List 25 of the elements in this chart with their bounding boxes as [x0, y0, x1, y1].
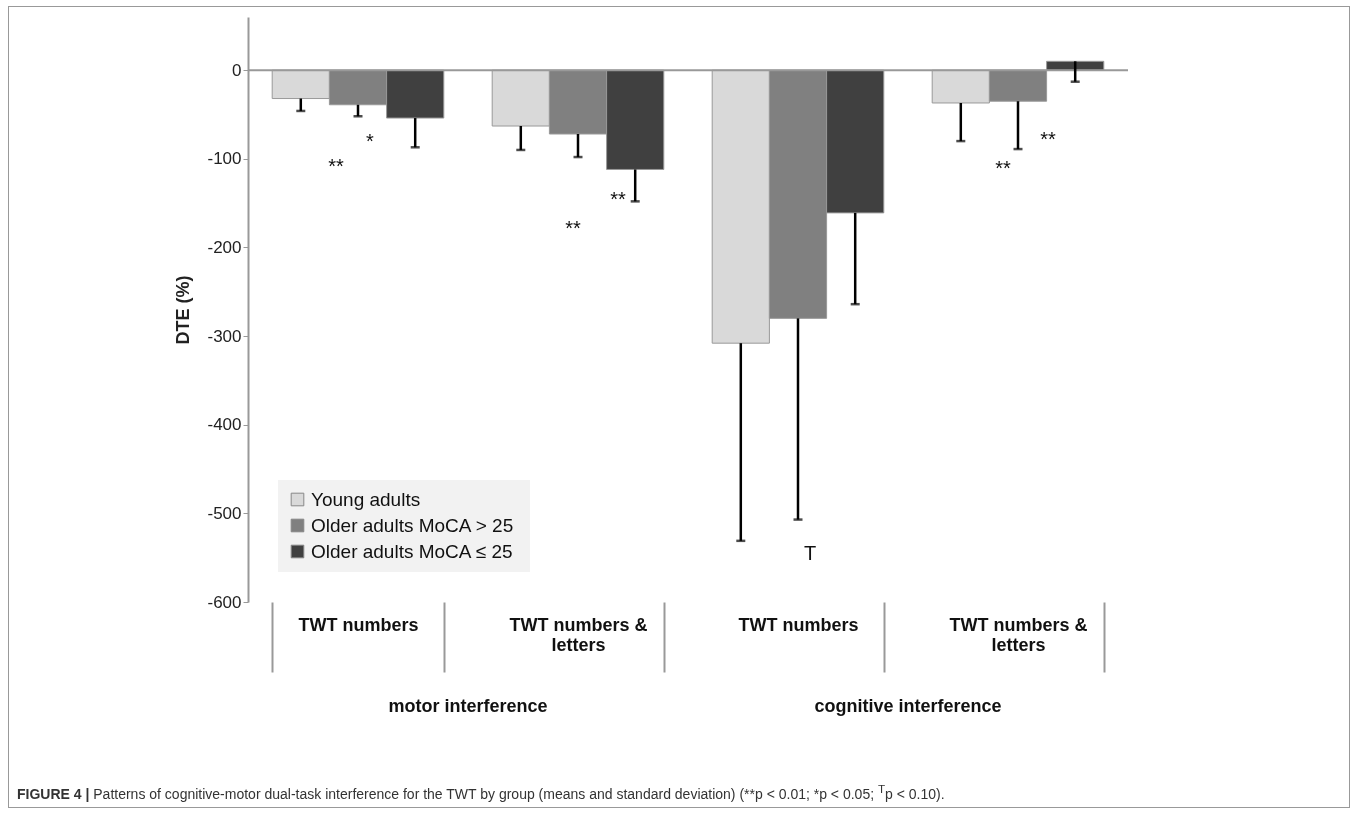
legend-label: Older adults MoCA ≤ 25: [311, 540, 513, 562]
y-tick-label: -200: [207, 237, 242, 257]
annotation: **: [610, 188, 626, 210]
x-tick-label: TWT numbers & letters: [509, 614, 648, 655]
annotation: **: [995, 157, 1011, 179]
y-tick-label: -400: [207, 415, 242, 435]
caption: FIGURE 4 | Patterns of cognitive-motor dual-task interference for the TWT by group (means and standard deviation) (**p < 0.01; *p < 0.05; $^{T}$p < 0.10).: [17, 782, 945, 802]
y-tick-label: -500: [207, 503, 242, 523]
x-tick-label: TWT numbers: [738, 614, 859, 635]
annotation: **: [328, 155, 344, 177]
y-tick-label: -600: [207, 592, 242, 612]
x-tick-label: TWT numbers: [298, 614, 419, 635]
x-tick-label: TWT numbers & letters: [949, 614, 1088, 655]
y-tick-label: -100: [207, 149, 242, 169]
annotation: **: [565, 217, 581, 239]
y-tick-label: -300: [207, 326, 242, 346]
annotation: T: [803, 542, 817, 564]
annotation: *: [366, 130, 375, 152]
annotation: **: [1040, 128, 1056, 150]
y-tick-label: 0: [232, 60, 242, 80]
y-axis-title: DTE (%): [173, 275, 194, 345]
legend-label: Young adults: [311, 488, 421, 510]
text: cognitive interference: [814, 696, 1002, 716]
text: motor interference: [388, 696, 548, 716]
legend-label: Older adults MoCA > 25: [311, 514, 514, 536]
